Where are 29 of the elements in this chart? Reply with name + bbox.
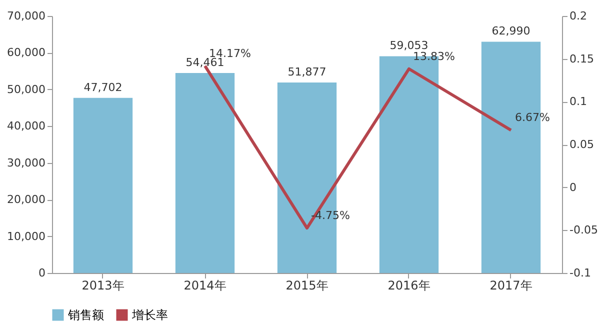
x-tick-label: 2016年 <box>388 278 430 292</box>
y-tick-label: 10,000 <box>7 230 46 243</box>
bar <box>175 73 235 273</box>
y-tick-label: 70,000 <box>7 10 46 22</box>
y-tick-label: 30,000 <box>7 156 46 170</box>
y2-tick-label: 0.1 <box>570 95 587 108</box>
data-label: 54,461 <box>186 56 224 70</box>
x-tick-label: 2013年 <box>82 278 124 292</box>
y2-tick-label: 0.2 <box>570 10 587 22</box>
y-tick-label: 60,000 <box>7 46 46 60</box>
y-tick-label: 50,000 <box>7 82 46 96</box>
y2-tick-label: -0.05 <box>570 224 598 237</box>
x-tick-label: 2014年 <box>184 278 226 292</box>
y2-tick-label: 0 <box>570 180 576 194</box>
data-label: 59,053 <box>390 39 428 52</box>
x-tick-label: 2017年 <box>490 278 532 292</box>
y2-tick-label: 0.15 <box>570 52 594 66</box>
x-tick-label: 2015年 <box>286 278 328 292</box>
data-label: 47,702 <box>84 80 122 94</box>
y2-tick-label: -0.1 <box>570 266 591 280</box>
legend-label: 销售额 <box>67 308 104 322</box>
y-tick-label: 40,000 <box>7 120 46 133</box>
legend-label: 增长率 <box>131 308 168 322</box>
y-tick-label: 0 <box>38 266 46 280</box>
y-tick-label: 20,000 <box>7 193 46 206</box>
data-label: 62,990 <box>492 24 530 38</box>
data-label: 51,877 <box>288 66 326 79</box>
bar <box>73 98 133 273</box>
y2-tick-label: 0.05 <box>570 138 594 151</box>
